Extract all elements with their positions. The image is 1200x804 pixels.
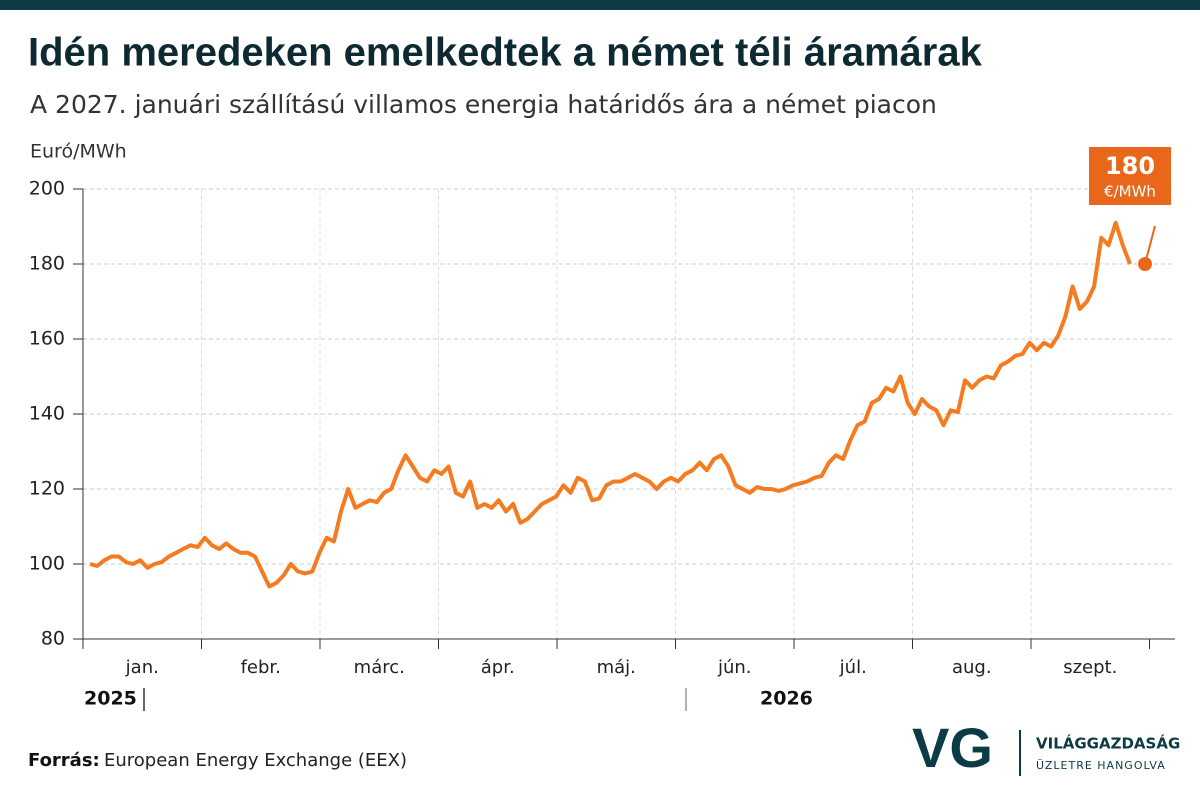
x-tick-label: máj. bbox=[597, 657, 636, 678]
end-point bbox=[1138, 257, 1152, 271]
subtitle: A 2027. januári szállítású villamos ener… bbox=[30, 90, 937, 119]
x-tick-label: ápr. bbox=[481, 657, 515, 678]
annotation-box bbox=[1089, 147, 1171, 205]
price-line bbox=[89, 220, 1132, 589]
x-tick-label: febr. bbox=[241, 657, 281, 678]
y-tick-label: 80 bbox=[41, 628, 65, 650]
y-tick-label: 100 bbox=[29, 553, 65, 575]
y-tick-label: 140 bbox=[29, 403, 65, 425]
x-tick-label: aug. bbox=[952, 657, 992, 678]
source: European Energy Exchange (EEX) bbox=[104, 750, 407, 771]
y-axis-label: Euró/MWh bbox=[30, 141, 127, 163]
logo-tagline: ÜZLETRE HANGOLVA bbox=[1036, 759, 1166, 772]
x-tick-label: jan. bbox=[125, 657, 159, 678]
annotation-value: 180 bbox=[1105, 152, 1155, 180]
chart-title: Idén meredeken emelkedtek a német téli á… bbox=[28, 31, 983, 75]
annotation-unit: €/MWh bbox=[1104, 183, 1156, 201]
y-tick-label: 180 bbox=[29, 253, 65, 275]
x-tick-label: júl. bbox=[839, 657, 867, 678]
x-tick-label: márc. bbox=[354, 657, 405, 678]
logo-name: VILÁGGAZDASÁG bbox=[1036, 734, 1180, 753]
logo-mark: VG bbox=[912, 716, 993, 779]
x-tick-label: szept. bbox=[1063, 657, 1117, 678]
y-tick-label: 160 bbox=[29, 328, 65, 350]
y-tick-label: 200 bbox=[29, 178, 65, 200]
y-tick-label: 120 bbox=[29, 478, 65, 500]
top-bar bbox=[0, 0, 1200, 10]
x-tick-label: jún. bbox=[717, 657, 752, 678]
source-label: Forrás: bbox=[28, 750, 100, 771]
year-label: 2026 bbox=[760, 688, 813, 710]
year-label: 2025 bbox=[84, 688, 137, 710]
